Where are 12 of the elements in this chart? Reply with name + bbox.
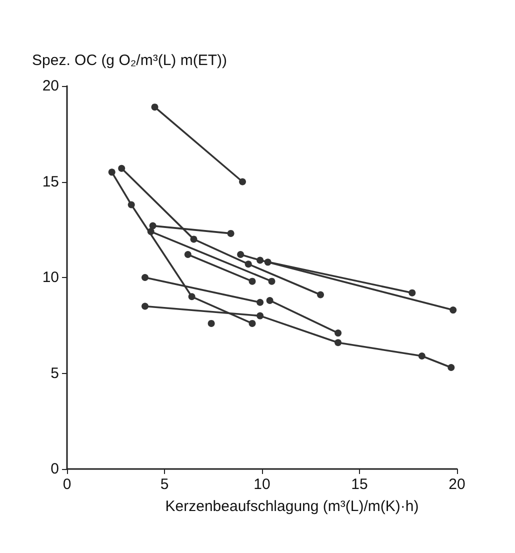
- x-tick-label: 5: [160, 476, 169, 493]
- y-tick-label: 10: [42, 269, 59, 286]
- x-tick-label: 10: [254, 476, 270, 493]
- y-tick-label: 20: [42, 78, 59, 94]
- x-tick-label: 15: [351, 476, 368, 493]
- y-tick-label: 5: [50, 364, 59, 382]
- x-tick-label: 20: [448, 476, 466, 493]
- y-tick-label: 0: [50, 460, 59, 478]
- y-tick-label: 15: [42, 173, 59, 190]
- y-axis-title: Spez. OC (g O₂/m³(L) m(ET)): [32, 52, 227, 69]
- x-axis-title: Kerzenbeaufschlagung (m³(L)/m(K)·h): [165, 498, 419, 515]
- x-tick-label: 0: [62, 476, 72, 493]
